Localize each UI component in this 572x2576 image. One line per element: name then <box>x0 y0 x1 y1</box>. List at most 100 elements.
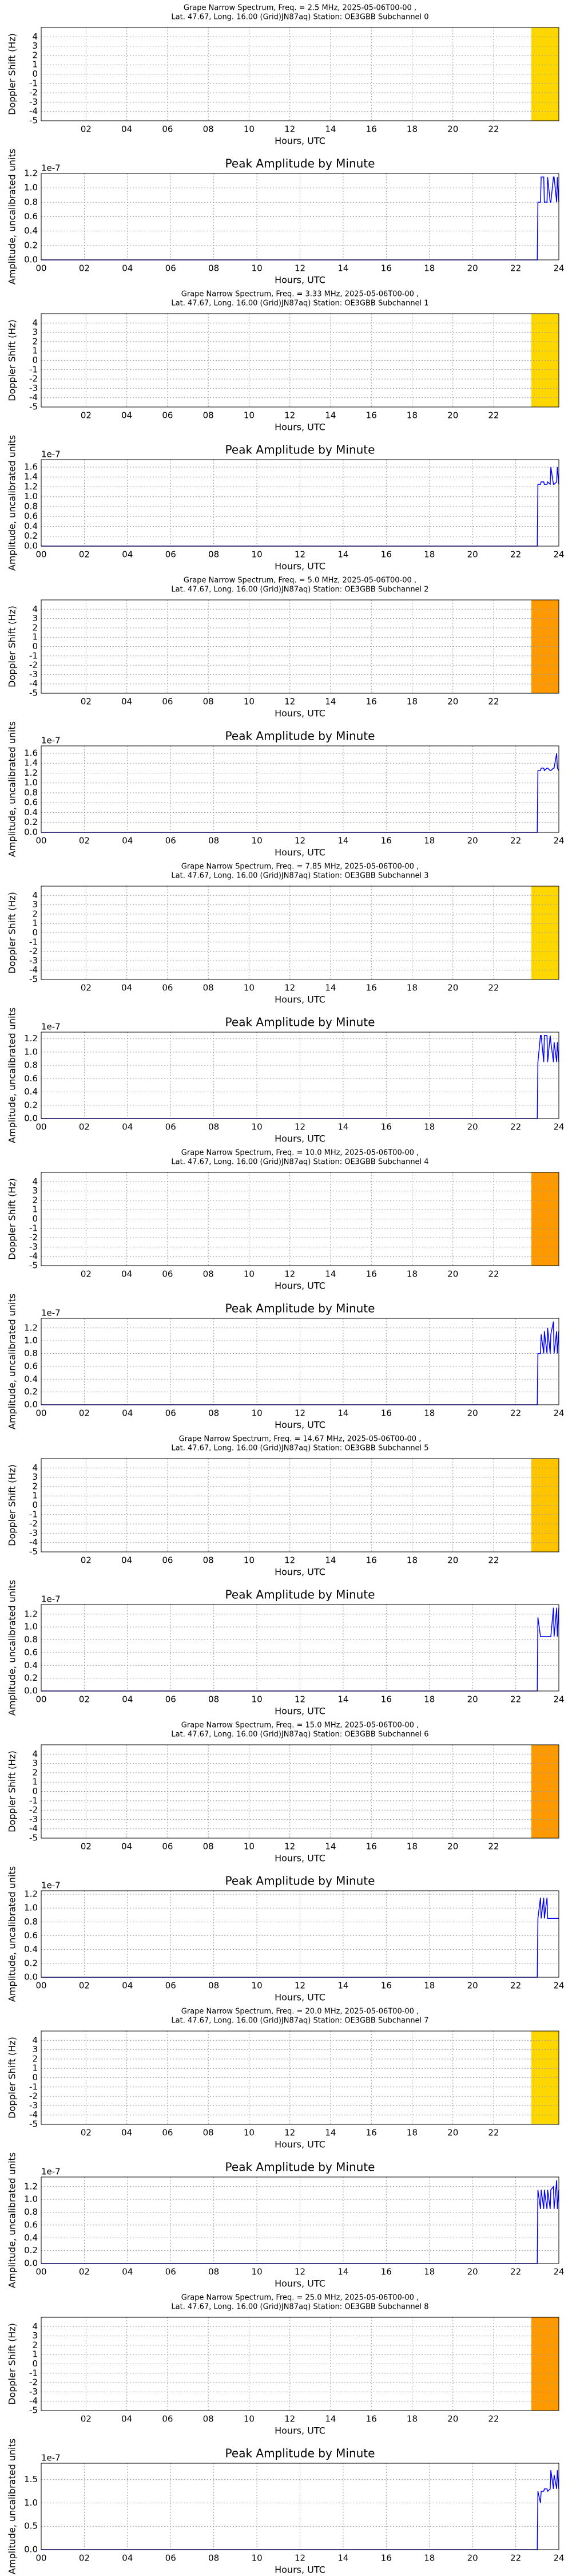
x-tick-label: 12 <box>284 1555 295 1566</box>
y-tick-label: -4 <box>29 678 38 689</box>
y-tick-label: 0.2 <box>24 1386 38 1397</box>
x-tick-label: 06 <box>162 2414 173 2424</box>
y-tick-label: 4 <box>32 890 38 900</box>
y-axis-label: Amplitude, uncalibrated units <box>7 2439 18 2574</box>
amplitude-line <box>41 2180 559 2264</box>
chart-title: Lat. 47.67, Long. 16.00 (Grid)JN87aq) St… <box>171 2303 428 2312</box>
x-tick-label: 18 <box>407 2128 418 2138</box>
x-tick-label: 22 <box>510 1694 521 1705</box>
x-tick-label: 20 <box>447 983 458 993</box>
y-tick-label: 1 <box>32 1204 38 1215</box>
x-tick-label: 06 <box>162 1842 173 1852</box>
x-tick-label: 10 <box>252 836 263 846</box>
x-tick-label: 04 <box>122 1122 133 1132</box>
chart-title: Lat. 47.67, Long. 16.00 (Grid)JN87aq) St… <box>171 2017 428 2025</box>
y-axis-label: Amplitude, uncalibrated units <box>7 721 18 857</box>
x-tick-label: 04 <box>121 1555 132 1566</box>
axes-frame <box>41 1744 559 1839</box>
x-tick-label: 12 <box>284 410 295 421</box>
y-axis-label: Doppler Shift (Hz) <box>7 1464 18 1546</box>
x-tick-label: 18 <box>424 1408 435 1419</box>
x-tick-label: 22 <box>510 2553 521 2563</box>
x-axis-label: Hours, UTC <box>275 561 325 572</box>
x-tick-label: 20 <box>467 2267 478 2277</box>
x-tick-label: 14 <box>337 550 348 560</box>
x-tick-label: 22 <box>488 2414 499 2424</box>
x-tick-label: 22 <box>510 2267 521 2277</box>
amplitude-line <box>41 467 559 547</box>
chart-title: Peak Amplitude by Minute <box>225 157 375 171</box>
y-tick-label: -5 <box>29 2405 38 2416</box>
y-tick-label: 1.2 <box>24 481 38 492</box>
x-tick-label: 20 <box>467 263 478 274</box>
x-tick-label: 08 <box>203 1269 214 1279</box>
axes-frame <box>41 2176 559 2264</box>
axes-frame <box>41 1318 559 1405</box>
y-tick-label: -1 <box>29 1223 38 1233</box>
amplitude-line <box>41 176 559 260</box>
x-tick-label: 06 <box>162 124 173 135</box>
x-tick-label: 24 <box>553 1408 564 1419</box>
x-tick-label: 20 <box>447 697 458 707</box>
y-tick-label: 0.0 <box>24 2258 38 2269</box>
x-tick-label: 16 <box>381 1981 392 1991</box>
x-tick-label: 14 <box>325 983 336 993</box>
x-tick-label: 20 <box>467 1122 478 1132</box>
y-tick-label: 0.6 <box>24 1073 38 1084</box>
x-tick-label: 12 <box>295 836 305 846</box>
x-tick-label: 02 <box>79 263 90 274</box>
y-tick-label: 2 <box>32 622 38 633</box>
y-tick-label: 4 <box>32 318 38 328</box>
x-tick-label: 16 <box>381 2267 392 2277</box>
x-tick-label: 14 <box>337 836 348 846</box>
y-tick-label: -5 <box>29 2119 38 2129</box>
axes-frame <box>41 745 559 833</box>
x-tick-label: 16 <box>381 836 392 846</box>
x-tick-label: 02 <box>79 2267 90 2277</box>
y-axis-label: Amplitude, uncalibrated units <box>7 1580 18 1716</box>
x-tick-label: 14 <box>337 2553 348 2563</box>
x-tick-label: 04 <box>122 2267 133 2277</box>
x-tick-label: 22 <box>510 1122 521 1132</box>
y-tick-label: -2 <box>29 2377 38 2388</box>
y-tick-label: 1.4 <box>24 472 38 482</box>
x-tick-label: 16 <box>366 1842 377 1852</box>
y-tick-label: 2 <box>32 1481 38 1491</box>
x-tick-label: 04 <box>122 1981 133 1991</box>
axes-frame <box>41 2317 559 2411</box>
chart-title: Peak Amplitude by Minute <box>225 2447 375 2460</box>
x-tick-label: 22 <box>488 697 499 707</box>
y-tick-label: 1.2 <box>24 1609 38 1619</box>
y-tick-label: -2 <box>29 374 38 384</box>
amplitude-line <box>41 1321 559 1405</box>
y-tick-label: 1.2 <box>24 1322 38 1333</box>
y-tick-label: 0.6 <box>24 2219 38 2230</box>
y-tick-label: -2 <box>29 2091 38 2101</box>
y-tick-label: 3 <box>32 1186 38 1196</box>
y-tick-label: -4 <box>29 1251 38 1261</box>
x-tick-label: 22 <box>488 1555 499 1566</box>
axes-frame <box>41 2030 559 2125</box>
x-tick-label: 16 <box>366 2414 377 2424</box>
chart-title: Grape Narrow Spectrum, Freq. = 5.0 MHz, … <box>184 576 416 585</box>
y-tick-label: 0.0 <box>24 2545 38 2555</box>
x-tick-label: 22 <box>488 410 499 421</box>
y-tick-label: 0.8 <box>24 2207 38 2217</box>
y-tick-label: 0.4 <box>24 1086 38 1097</box>
x-tick-label: 00 <box>35 1694 46 1705</box>
x-tick-label: 12 <box>295 1408 305 1419</box>
y-tick-label: -5 <box>29 116 38 126</box>
y-tick-label: -1 <box>29 78 38 88</box>
x-tick-label: 20 <box>447 2128 458 2138</box>
x-tick-label: 14 <box>325 124 336 135</box>
amplitude-line <box>41 1035 559 1119</box>
amplitude-line <box>41 1607 559 1692</box>
x-tick-label: 12 <box>284 1269 295 1279</box>
y-tick-label: 1.5 <box>24 2474 38 2484</box>
y-tick-label: 0.2 <box>24 1100 38 1110</box>
offset-label: 1e-7 <box>41 1594 61 1605</box>
x-tick-label: 06 <box>162 983 173 993</box>
y-tick-label: 0 <box>32 2358 38 2369</box>
x-tick-label: 08 <box>203 2128 214 2138</box>
y-tick-label: 3 <box>32 2044 38 2055</box>
